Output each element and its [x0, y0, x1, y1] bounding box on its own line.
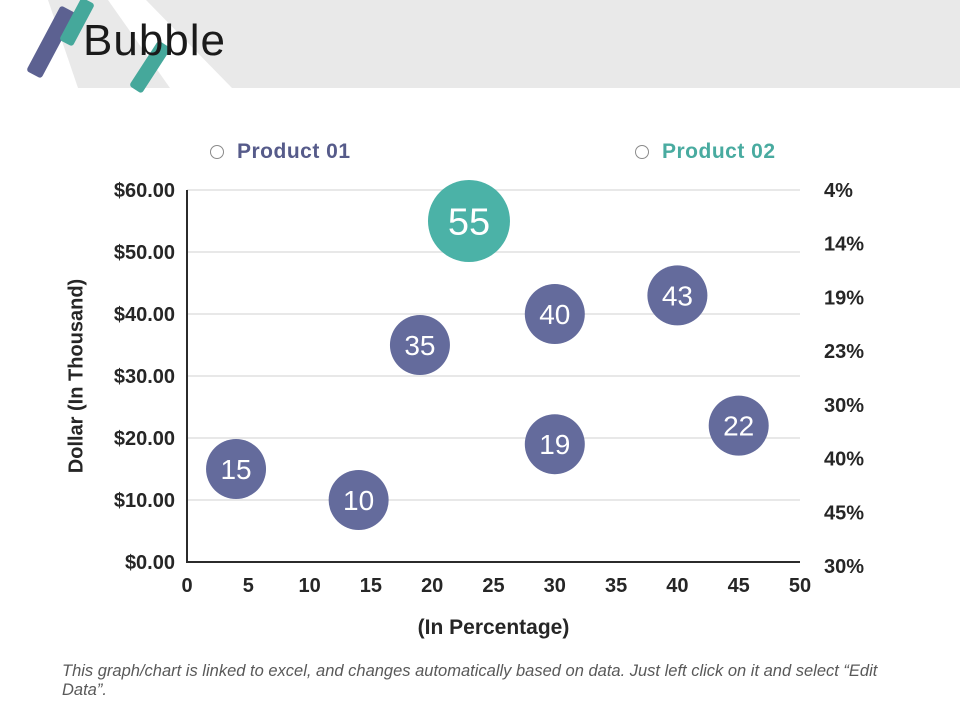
right-percent-label: 45% [824, 502, 864, 524]
x-tick-label: 35 [605, 575, 627, 597]
footer-note: This graph/chart is linked to excel, and… [62, 662, 878, 699]
bubble-circle [524, 414, 585, 475]
right-percent-label: 4% [824, 180, 853, 202]
bubble-chart[interactable]: $60.00 $50.00 $40.00 $30.00 $20.00 $10.00 $0.0… [0, 110, 960, 620]
x-tick-label: 20 [421, 575, 443, 597]
bubble-circle [328, 470, 389, 530]
x-tick-label: 10 [298, 575, 320, 597]
bubble-value: 43 [662, 280, 693, 311]
right-percent-label: 40% [824, 449, 864, 471]
bubble-circle [206, 439, 267, 499]
bubble-35[interactable]: 35 [389, 315, 450, 375]
right-percent-label: 19% [824, 287, 864, 309]
x-tick-label: 15 [360, 575, 382, 597]
legend-circle-icon [210, 145, 224, 159]
x-tick-label: 40 [666, 575, 688, 597]
bubble-19[interactable]: 19 [524, 414, 585, 475]
y-tick-label: $20.00 [114, 428, 175, 450]
x-tick-label: 45 [728, 575, 750, 597]
x-tick-label: 25 [482, 575, 504, 597]
bubble-value: 19 [539, 429, 570, 460]
y-tick-label: $60.00 [114, 180, 175, 202]
bubble-value: 10 [343, 485, 374, 516]
legend-item-product-01[interactable]: Product 01 [210, 140, 351, 164]
bubble-15[interactable]: 15 [206, 439, 267, 499]
x-tick-label: 5 [243, 575, 254, 597]
slide-title: Bubble [83, 16, 227, 65]
bubble-circle [708, 395, 769, 456]
bubble-22[interactable]: 22 [708, 395, 769, 456]
right-percent-label: 23% [824, 341, 864, 363]
bubble-40[interactable]: 40 [524, 284, 585, 344]
right-percent-label: 30% [824, 395, 864, 417]
y-axis-title: Dollar (In Thousand) [65, 278, 88, 474]
x-tick-label: 0 [181, 575, 192, 597]
y-tick-label: $30.00 [114, 366, 175, 388]
bubble-value: 40 [539, 299, 570, 330]
legend-label: Product 02 [662, 140, 776, 163]
legend-item-product-02[interactable]: Product 02 [635, 140, 776, 164]
bubble-circle [524, 284, 585, 344]
bubble-circle [427, 180, 510, 262]
y-tick-label: $10.00 [114, 490, 175, 512]
x-tick-label: 50 [789, 575, 811, 597]
bubble-value: 55 [448, 202, 490, 244]
right-percent-label: 30% [824, 556, 864, 578]
bubble-value: 15 [220, 454, 251, 485]
right-percent-label: 14% [824, 234, 864, 256]
x-tick-label: 30 [544, 575, 566, 597]
logo-icon [27, 0, 170, 93]
bubble-circle [647, 265, 708, 326]
y-tick-label: $50.00 [114, 242, 175, 264]
y-tick-label: $40.00 [114, 304, 175, 326]
header-band [48, 0, 960, 88]
bubble-circle [389, 315, 450, 375]
bubble-value: 35 [404, 330, 435, 361]
x-axis-title: (In Percentage) [417, 616, 570, 639]
bubble-55[interactable]: 55 [427, 180, 510, 262]
legend-label: Product 01 [237, 140, 351, 163]
chart-legend: Product 01 Product 02 [0, 140, 960, 172]
header-slash [108, 0, 232, 88]
y-tick-label: $0.00 [125, 552, 175, 574]
bubble-10[interactable]: 10 [328, 470, 389, 530]
legend-circle-icon [635, 145, 649, 159]
header-banner [27, 0, 960, 93]
bubble-value: 22 [723, 411, 754, 442]
bubble-43[interactable]: 43 [647, 265, 708, 326]
